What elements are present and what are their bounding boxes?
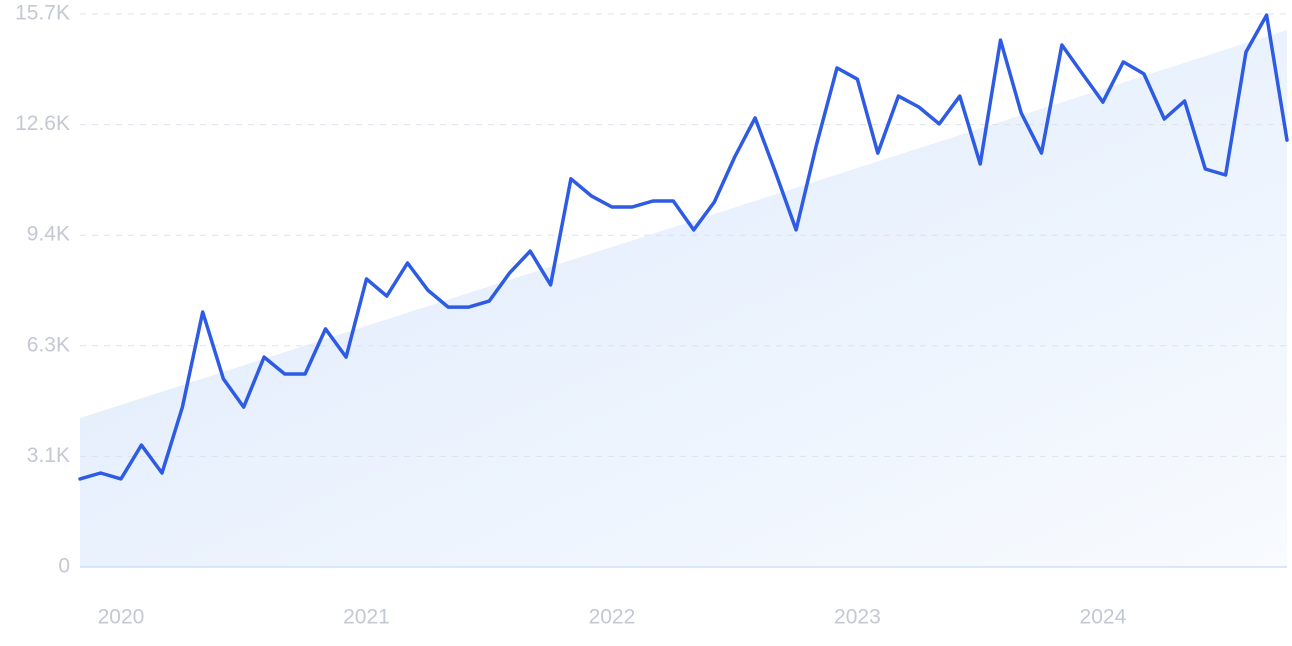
x-tick-label: 2022 [589, 606, 636, 629]
y-tick-label: 3.1K [27, 444, 70, 467]
data-line [78, 13, 1289, 481]
trend-area [80, 29, 1287, 567]
y-tick-label: 9.4K [27, 223, 70, 246]
x-tick-label: 2023 [834, 606, 881, 629]
x-tick-label: 2020 [98, 606, 145, 629]
x-tick-label: 2024 [1080, 606, 1127, 629]
x-tick-label: 2021 [343, 606, 390, 629]
y-tick-label: 15.7K [15, 2, 70, 25]
y-tick-label: 12.6K [15, 112, 70, 135]
y-tick-label: 6.3K [27, 333, 70, 356]
y-tick-label: 0 [58, 555, 70, 578]
